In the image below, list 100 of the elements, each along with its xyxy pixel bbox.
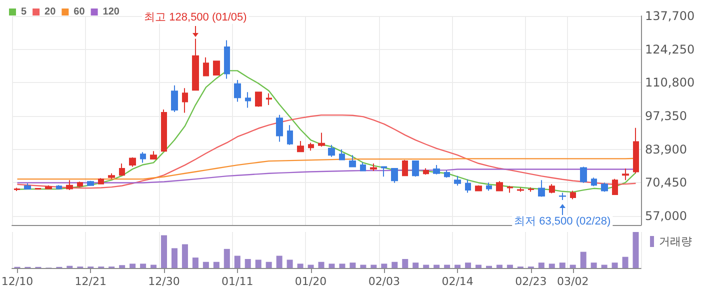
candlestick [465,178,471,194]
candlestick [612,178,618,196]
legend-label: 120 [102,6,120,18]
candlestick [56,184,62,190]
bar [402,259,408,268]
bar [570,264,576,268]
bar [612,262,618,268]
candlestick [423,168,429,176]
bar [150,264,157,268]
x-tick-label: 01/11 [222,275,254,288]
y-tick-label: 83,900 [645,142,687,156]
bar [381,264,388,268]
bar [328,264,335,268]
candlestick [580,166,587,184]
candlestick [349,154,356,168]
bar [318,262,324,268]
candlestick [287,124,293,146]
bar [297,264,304,268]
candlestick [370,163,377,172]
candlestick [507,185,513,194]
candlestick [66,180,73,191]
candlestick [622,168,629,181]
bar [476,264,482,268]
y-tick-label: 137,700 [645,9,695,23]
candlestick [245,92,251,108]
x-tick-label: 02/03 [368,275,400,288]
candlestick [454,175,461,186]
bar [308,264,314,268]
bar [622,256,628,268]
bar [266,262,272,268]
candlestick [412,160,419,178]
candlestick [276,114,283,142]
candlestick [234,79,241,102]
bar [234,256,240,268]
bar [434,264,440,268]
bar [559,262,566,268]
candlestick [140,152,146,164]
candlestick [538,180,545,198]
y-tick-label: 124,250 [645,42,695,56]
bar [339,264,346,268]
candlestick [339,148,345,161]
candlestick [633,127,639,174]
bar [632,232,639,268]
bar [182,244,188,268]
bar [171,248,178,268]
bar [370,264,377,268]
x-tick-label: 02/14 [442,275,474,288]
bar [119,265,126,268]
candlestick [119,163,125,176]
x-tick-label: 01/20 [294,275,327,288]
y-tick-label: 70,450 [645,176,687,190]
candlestick [213,60,220,76]
bar [202,262,209,268]
bar [444,264,450,268]
legend-label: 거래량 [659,235,692,248]
bar [350,262,356,268]
y-tick-label: 57,000 [645,209,687,224]
bar [548,264,555,268]
bar [465,262,472,268]
bar [224,248,230,268]
y-tick-label: 110,800 [645,76,695,90]
candlestick [129,156,136,168]
candlestick [108,172,115,180]
candlestick [35,188,41,190]
bar [506,264,513,268]
candlestick [255,92,262,108]
candlestick [45,184,52,190]
candlestick [266,92,272,106]
candlestick [77,181,83,188]
candlestick [360,162,366,172]
candlestick [150,150,157,160]
bar [423,264,430,268]
candlestick [475,184,482,192]
candlestick [591,177,597,187]
candlestick [203,56,209,76]
bar [276,256,282,268]
bar [590,262,597,268]
candlestick [496,180,503,192]
x-tick-label: 12/30 [148,275,180,288]
bar [538,262,544,268]
legend-label: 60 [74,6,86,18]
legend-label: 5 [21,6,27,18]
bar [454,264,461,268]
candlestick [402,160,408,176]
bar [412,262,419,268]
candlestick [87,180,94,186]
candlestick [433,164,440,175]
bar [161,235,168,268]
candlestick [444,170,450,178]
candlestick [297,140,304,152]
candlestick [14,187,20,192]
annotation: 최고 128,500 (01/05) [144,11,247,24]
candlestick [559,192,566,200]
bar [286,260,293,268]
legend-label: 20 [44,6,56,18]
candlestick [24,182,31,190]
candlestick [98,178,104,185]
bar [244,259,251,268]
bar [601,264,608,268]
candlestick [570,190,576,200]
